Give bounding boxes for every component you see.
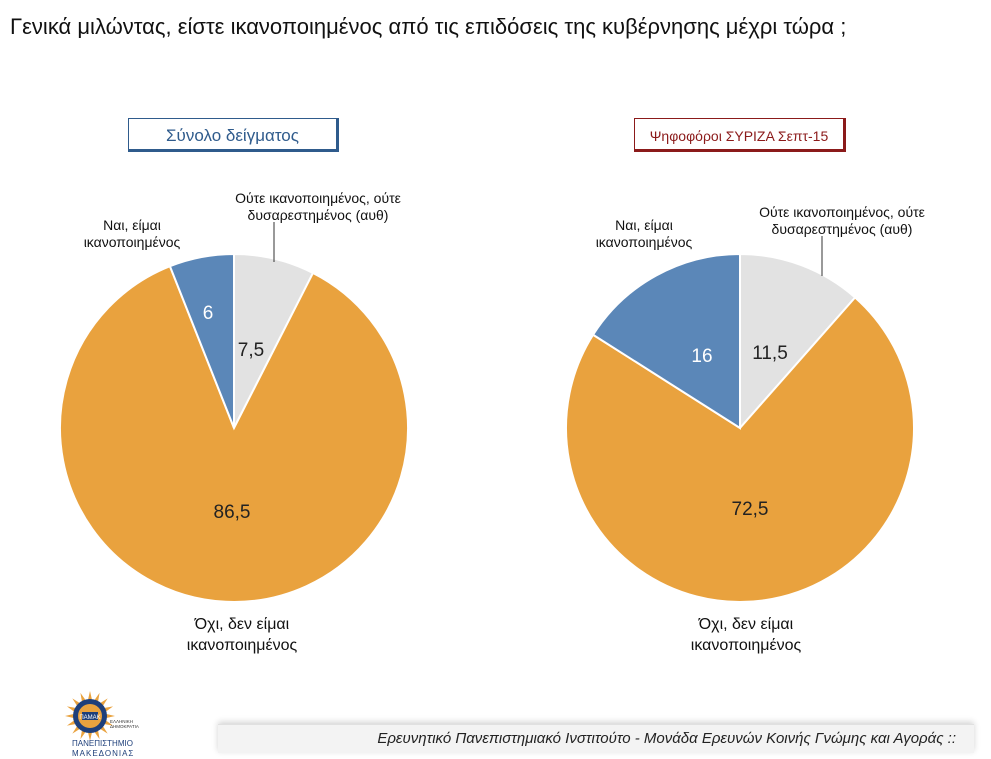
data-label-yes: 16	[691, 346, 712, 367]
category-label-yes: Ναι, είμαι ικανοποιημένος	[596, 217, 693, 250]
sun-emblem-icon: ΠΑΜΑΚ	[65, 691, 115, 741]
panel-label-total-sample: Σύνολο δείγματος	[128, 118, 339, 152]
pie-slice-no	[59, 264, 409, 603]
pie-slice-yes	[168, 252, 235, 429]
page-title: Γενικά μιλώντας, είστε ικανοποιημένος απ…	[10, 14, 847, 39]
pie-chart-total-sample: 6 7,5 86,5 Ναι, είμαι ικανοποιημένος Ούτε ικα…	[59, 190, 409, 654]
data-label-neutral: 7,5	[238, 340, 264, 361]
logo-emblem-text: ΠΑΜΑΚ	[79, 715, 100, 721]
pie-chart-syriza-voters: 16 11,5 72,5 Ναι, είμαι ικανοποιημένος Ούτε ι…	[565, 204, 925, 654]
footer-text: Ερευνητικό Πανεπιστημιακό Ινστιτούτο - Μ…	[377, 730, 956, 747]
data-label-no: 72,5	[732, 499, 769, 520]
pie-slice-yes	[591, 252, 741, 430]
category-label-yes: Ναι, είμαι ικανοποιημένος	[84, 217, 181, 250]
category-label-no: Όχι, δεν είμαι ικανοποιημένος	[691, 616, 802, 654]
category-label-neutral: Ούτε ικανοποιημένος, ούτε δυσαρεστημένος …	[759, 204, 925, 237]
category-label-neutral: Ούτε ικανοποιημένος, ούτε δυσαρεστημένος …	[235, 190, 401, 223]
panel-label-syriza-voters: Ψηφοφόροι ΣΥΡΙΖΑ Σεπτ-15	[634, 118, 846, 152]
logo-university-line1: ΠΑΝΕΠΙΣΤΗΜΙΟ	[72, 739, 133, 748]
data-label-no: 86,5	[214, 502, 251, 523]
pie-slice-neutral	[739, 252, 857, 431]
data-label-yes: 6	[203, 303, 214, 324]
university-logo: ΠΑΜΑΚ ΕΛΛΗΝΙΚΗ ΔΗΜΟΚΡΑΤΙΑ ΠΑΝΕΠΙΣΤΗΜΙΟ Μ…	[65, 691, 139, 758]
data-label-neutral: 11,5	[752, 343, 788, 364]
logo-small-text-1: ΕΛΛΗΝΙΚΗ	[110, 719, 133, 724]
footer-bar: Ερευνητικό Πανεπιστημιακό Ινστιτούτο - Μ…	[218, 724, 974, 753]
category-label-no: Όχι, δεν είμαι ικανοποιημένος	[187, 616, 298, 654]
logo-university-line2: ΜΑΚΕΔΟΝΙΑΣ	[72, 749, 134, 758]
logo-small-text-2: ΔΗΜΟΚΡΑΤΙΑ	[110, 724, 139, 729]
